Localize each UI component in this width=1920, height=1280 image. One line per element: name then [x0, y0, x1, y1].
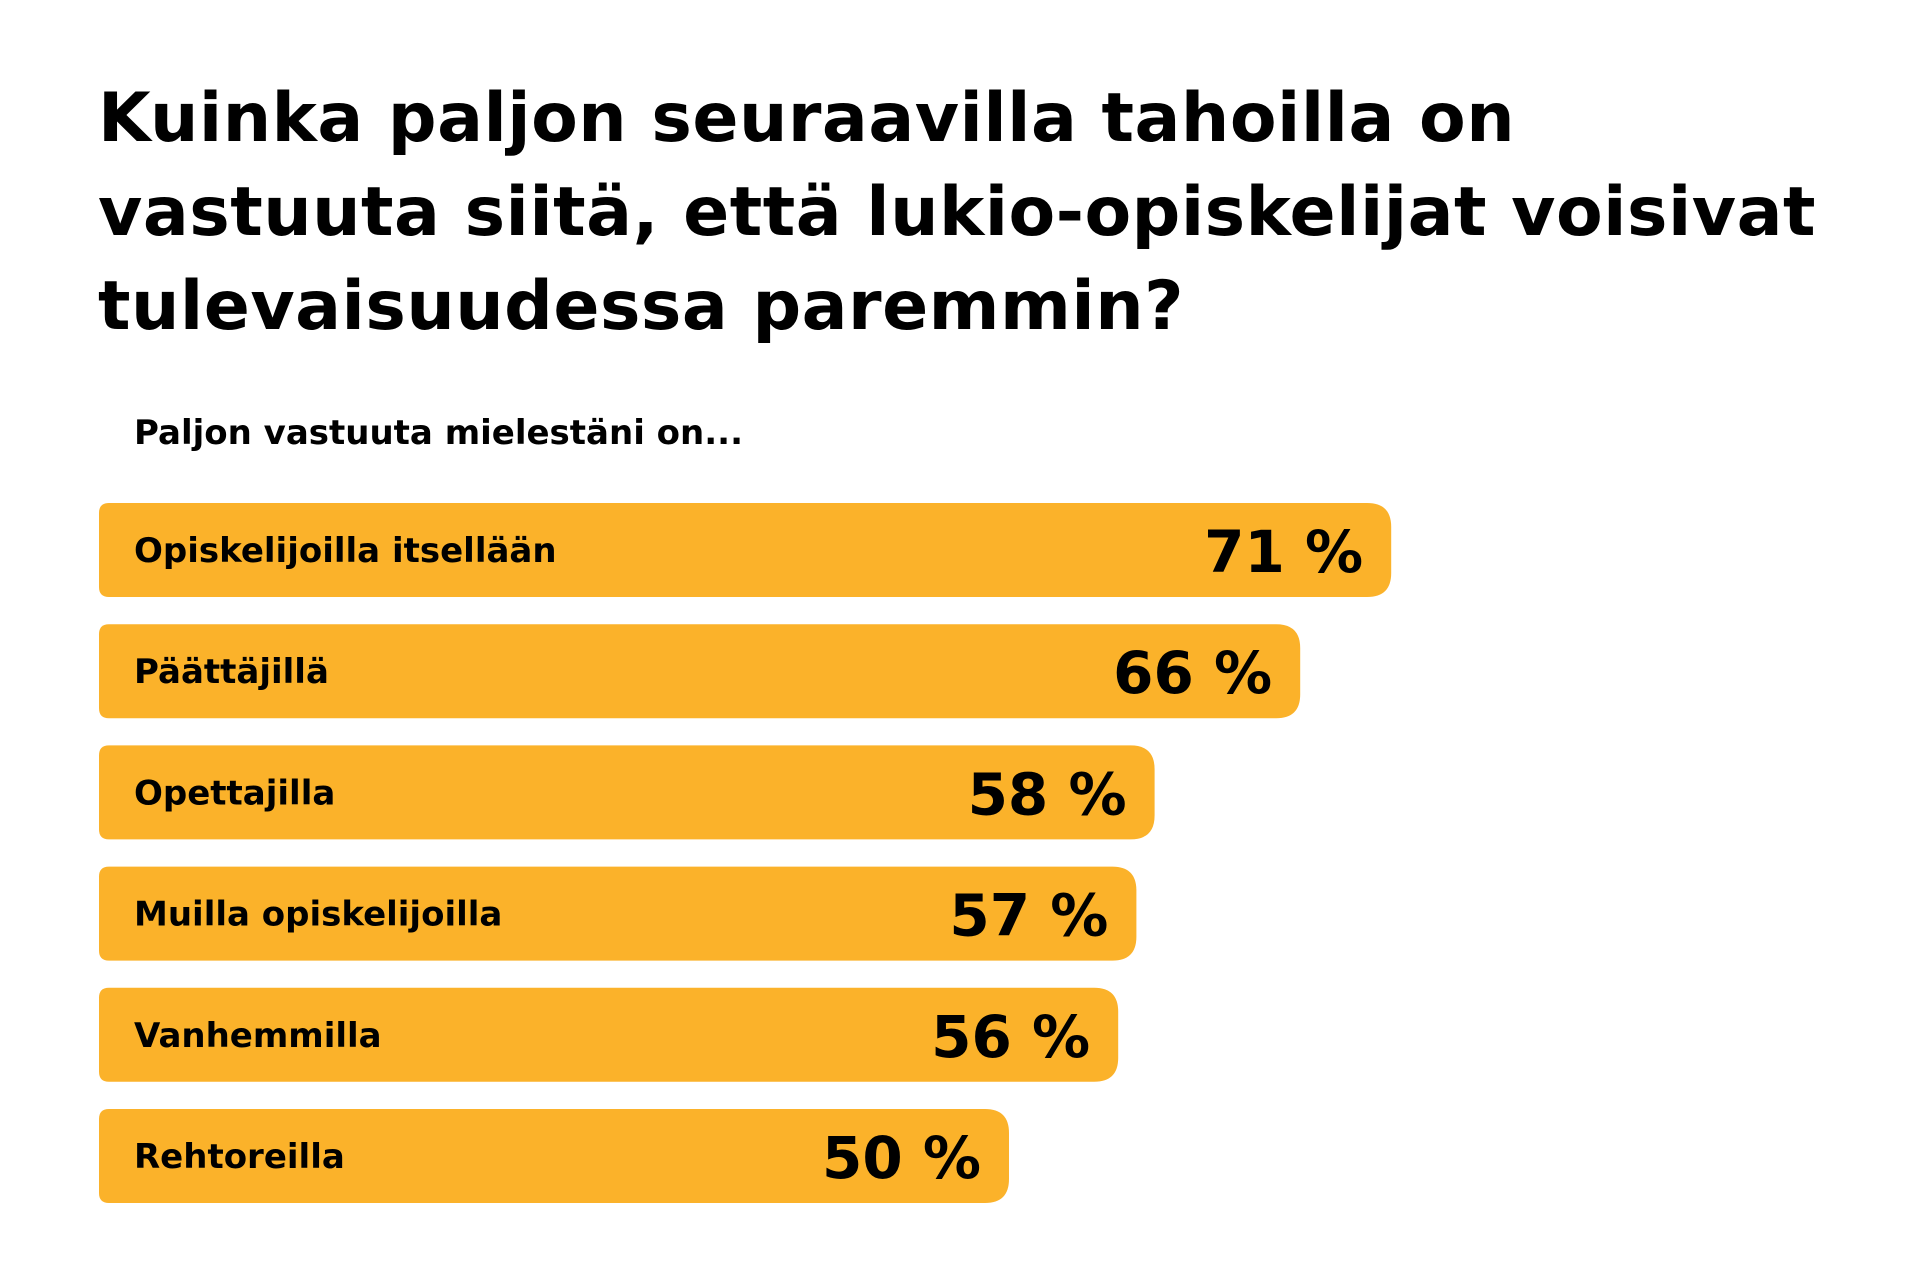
bar-category-label: Päättäjillä	[134, 652, 329, 692]
chart-subtitle: Paljon vastuuta mielestäni on...	[134, 413, 743, 453]
bar	[99, 503, 1392, 597]
bar-category-label: Rehtoreilla	[134, 1137, 345, 1177]
bar-value-label: 58 %	[968, 760, 1127, 828]
bar	[99, 745, 1155, 840]
bar-value-label: 56 %	[931, 1003, 1090, 1071]
bar	[99, 987, 1119, 1082]
bar-category-label: Opettajilla	[134, 773, 335, 813]
bar-group: Opettajilla 58 %	[99, 745, 1155, 840]
bar-group: Rehtoreilla 50 %	[99, 1109, 1009, 1203]
bar-group: Muilla opiskelijoilla 57 %	[99, 866, 1137, 961]
bar-category-label: Opiskelijoilla itsellään	[134, 531, 557, 571]
bar-group: Päättäjillä 66 %	[99, 624, 1301, 719]
bar-group: Vanhemmilla 56 %	[99, 987, 1119, 1082]
bar-value-label: 57 %	[949, 882, 1108, 950]
bar-category-label: Vanhemmilla	[134, 1016, 382, 1056]
bar	[99, 1109, 1009, 1203]
bar	[99, 624, 1301, 719]
bar-value-label: 71 %	[1204, 518, 1363, 586]
chart-title: Kuinka paljon seuraavilla tahoilla on va…	[98, 79, 1816, 346]
bar	[99, 866, 1137, 961]
bar-value-label: 66 %	[1113, 639, 1272, 707]
bar-category-label: Muilla opiskelijoilla	[134, 895, 502, 935]
bar-group: Opiskelijoilla itsellään 71 %	[99, 503, 1392, 597]
bar-value-label: 50 %	[822, 1124, 981, 1192]
